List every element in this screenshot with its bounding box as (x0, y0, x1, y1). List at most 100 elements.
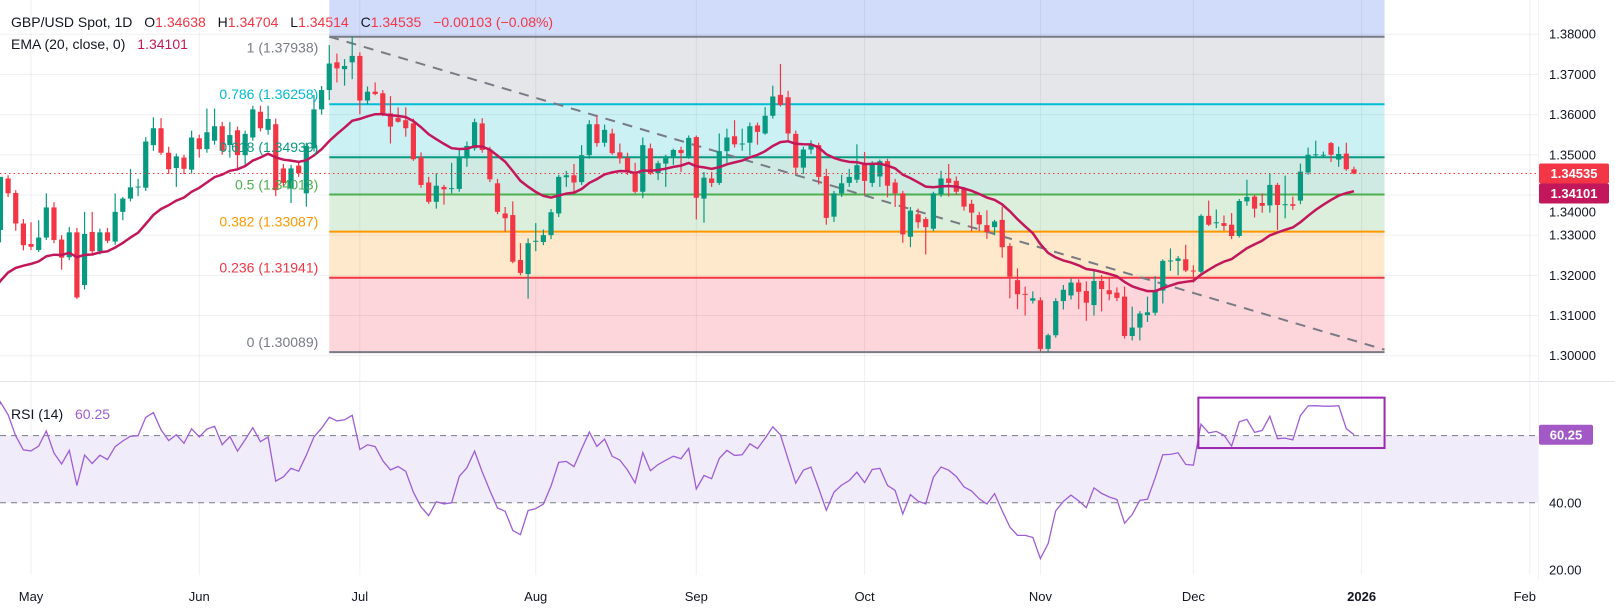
candle-body (242, 133, 248, 156)
candle-body (1106, 290, 1112, 295)
fib-zone-above (329, 0, 1385, 37)
candle (762, 106, 768, 135)
rsi-highlight-box[interactable] (1197, 396, 1386, 450)
candle-body (1198, 215, 1204, 272)
candle (265, 105, 271, 135)
candle-body (754, 125, 761, 132)
candle (984, 210, 990, 239)
fibonacci-labels: 1 (1.37938) 0.786 (1.36258) 0.618 (1.34939… (219, 40, 318, 350)
candle-body (1259, 202, 1265, 206)
candle (731, 120, 738, 148)
candle-body (999, 219, 1005, 248)
candle-body (127, 187, 134, 199)
candle (632, 162, 638, 194)
price-tick-label: 1.37000 (1549, 67, 1596, 82)
candle-body (770, 96, 776, 116)
candle-body (1320, 154, 1326, 156)
candle (617, 143, 623, 164)
time-tick-label: Jun (189, 589, 210, 604)
candle (166, 146, 172, 175)
time-axis[interactable]: May Jun Jul Aug Sep Oct Nov Dec 2026 Feb (19, 589, 1536, 604)
candle (831, 190, 837, 222)
candle (724, 128, 730, 163)
candle-body (227, 135, 233, 146)
candle (181, 154, 187, 175)
symbol-legend[interactable]: GBP/USD Spot, 1D O1.34638 H1.34704 L1.34… (11, 14, 553, 30)
candle (1068, 278, 1074, 300)
candle-body (387, 113, 394, 127)
rsi-axis[interactable]: 40.00 20.00 (1549, 495, 1582, 577)
candle (1129, 306, 1135, 341)
candle-body (288, 168, 294, 189)
candle (1290, 196, 1296, 210)
candle (0, 176, 4, 243)
rsi-legend-label[interactable]: RSI (14) (11, 406, 64, 422)
fib-level-label: 0.786 (1.36258) (219, 86, 318, 102)
trendline[interactable] (328, 35, 1385, 351)
ema-legend[interactable]: EMA (20, close, 0) 1.34101 (11, 36, 188, 52)
time-tick-label: 2026 (1347, 589, 1376, 604)
candle (869, 161, 875, 187)
candle-body (1175, 258, 1181, 261)
candle-body (487, 149, 493, 180)
candle (280, 164, 286, 187)
candle-body (1167, 260, 1174, 262)
candle (961, 186, 967, 211)
candle (999, 206, 1005, 258)
candle (464, 141, 470, 167)
candle (1229, 213, 1235, 240)
candle-body (976, 215, 982, 225)
candle-body (196, 138, 202, 150)
candle-body (1336, 153, 1342, 160)
candle (1282, 175, 1288, 219)
open-label: O (144, 14, 156, 30)
candle-body (1068, 282, 1074, 296)
candle-body (1099, 280, 1105, 290)
candle-body (326, 63, 332, 91)
fibonacci-levels[interactable] (329, 35, 1385, 354)
candle (334, 53, 340, 83)
candle-body (66, 232, 72, 258)
candle (487, 146, 493, 183)
rsi-legend[interactable]: RSI (14) 60.25 (11, 406, 110, 422)
candle-body (250, 109, 256, 138)
candle-body (1213, 222, 1219, 224)
candle-body (617, 152, 623, 159)
time-tick-label: Feb (1514, 589, 1536, 604)
candle (854, 144, 860, 183)
candle (449, 162, 455, 194)
candle (387, 96, 394, 144)
ema-legend-label[interactable]: EMA (20, close, 0) (11, 36, 126, 52)
candle (1343, 142, 1349, 171)
price-axis[interactable]: 1.38000 1.37000 1.36000 1.35000 1.34000 1.330… (1549, 27, 1596, 364)
candle-body (1183, 259, 1189, 271)
candle-body (1045, 335, 1051, 349)
candle (296, 160, 302, 177)
candle-body (1305, 154, 1311, 173)
rsi-tick-label: 40.00 (1549, 495, 1582, 510)
candle-body (494, 183, 501, 212)
candle-body (663, 156, 669, 164)
candle-body (877, 161, 883, 177)
candle-body (915, 214, 921, 223)
candle-body (686, 137, 692, 158)
rsi-pane (0, 400, 1538, 561)
candle-body (97, 232, 103, 252)
symbol-title[interactable]: GBP/USD Spot, 1D (11, 14, 133, 30)
candle (380, 90, 386, 117)
candle (601, 124, 608, 147)
candle-body (747, 126, 753, 143)
candle-body (166, 152, 172, 170)
time-tick-label: Nov (1029, 589, 1053, 604)
candle (311, 94, 317, 152)
candle (793, 130, 799, 175)
candle (303, 142, 309, 207)
candle-body (150, 128, 156, 146)
candle-body (143, 141, 149, 188)
candle (13, 190, 19, 231)
candle (372, 82, 378, 96)
candle-body (961, 188, 967, 207)
fib-zone (329, 231, 1385, 278)
candle (1183, 244, 1189, 273)
